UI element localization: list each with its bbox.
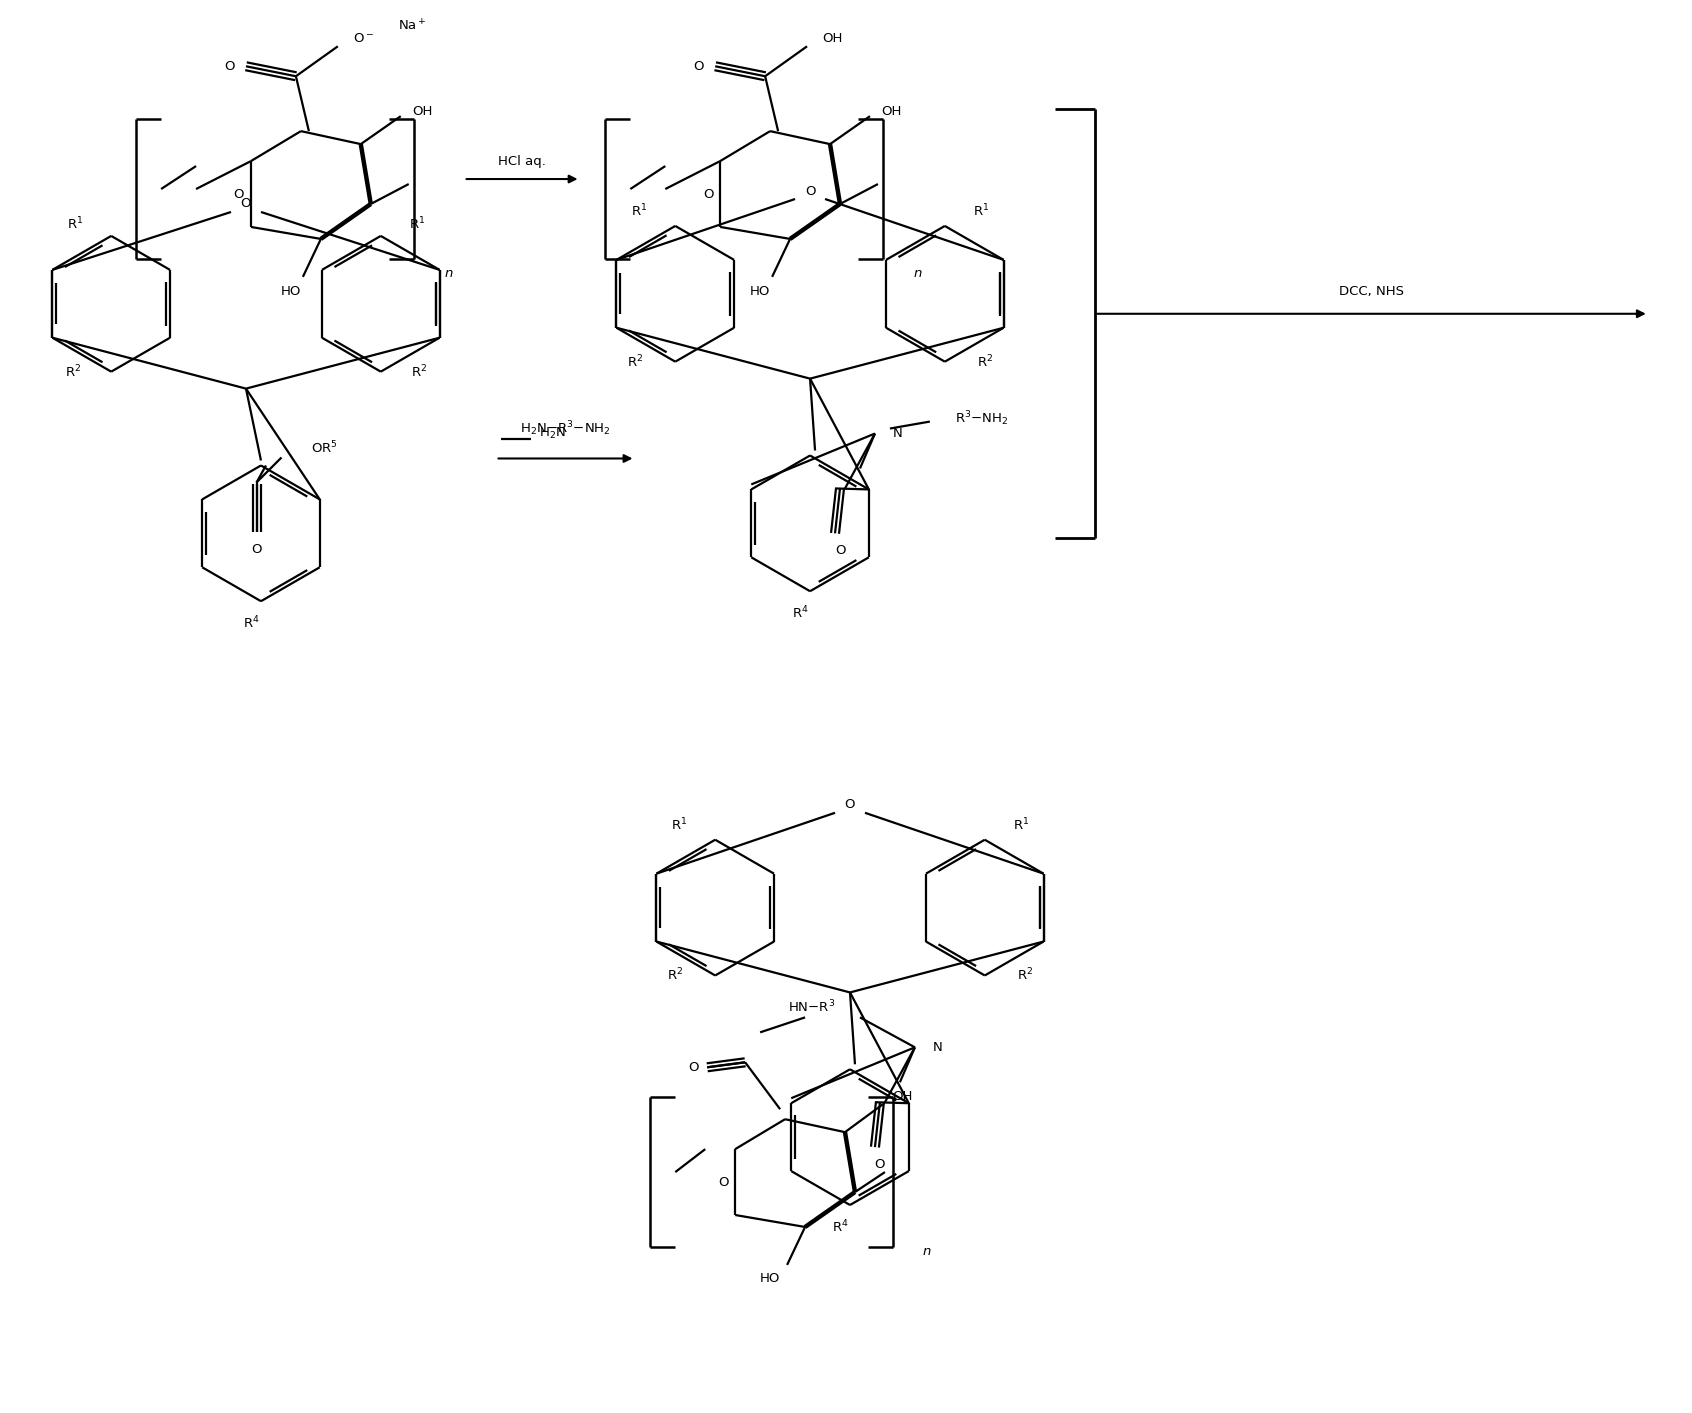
Text: OH: OH <box>882 105 902 117</box>
Text: HO: HO <box>750 285 770 298</box>
Text: O: O <box>844 798 854 811</box>
Text: O: O <box>717 1176 729 1188</box>
Text: O: O <box>240 198 250 211</box>
Text: H$_2$N$-$R$^3$$-$NH$_2$: H$_2$N$-$R$^3$$-$NH$_2$ <box>519 420 611 438</box>
Text: O: O <box>689 1061 699 1074</box>
Text: OR$^5$: OR$^5$ <box>311 439 338 456</box>
Text: R$^1$: R$^1$ <box>973 202 990 219</box>
Text: R$^2$: R$^2$ <box>976 353 993 370</box>
Text: R$^4$: R$^4$ <box>792 605 809 622</box>
Text: n: n <box>914 267 922 280</box>
Text: R$^1$: R$^1$ <box>672 817 687 834</box>
Text: O: O <box>834 544 846 557</box>
Text: R$^1$: R$^1$ <box>68 216 83 232</box>
Text: O: O <box>223 59 233 72</box>
Text: R$^4$: R$^4$ <box>832 1218 848 1235</box>
Text: O: O <box>702 188 714 201</box>
Text: O: O <box>252 543 262 555</box>
Text: OH: OH <box>822 32 843 45</box>
Text: OH: OH <box>893 1089 914 1102</box>
Text: OH: OH <box>413 105 433 117</box>
Text: HO: HO <box>760 1272 780 1286</box>
Text: O: O <box>694 59 704 72</box>
Text: O: O <box>875 1157 885 1170</box>
Text: DCC, NHS: DCC, NHS <box>1338 285 1404 298</box>
Text: R$^3$$-$NH$_2$: R$^3$$-$NH$_2$ <box>954 410 1008 428</box>
Text: n: n <box>922 1245 931 1259</box>
Text: O: O <box>233 188 244 201</box>
Text: R$^4$: R$^4$ <box>242 615 259 632</box>
Text: O: O <box>805 185 816 198</box>
Text: N: N <box>893 427 902 439</box>
Text: HN$-$R$^3$: HN$-$R$^3$ <box>787 999 836 1016</box>
Text: O$^-$: O$^-$ <box>354 32 374 45</box>
Text: n: n <box>445 267 453 280</box>
Text: R$^1$: R$^1$ <box>631 202 648 219</box>
Text: R$^2$: R$^2$ <box>628 353 643 370</box>
Text: R$^2$: R$^2$ <box>64 363 81 380</box>
Text: R$^2$: R$^2$ <box>667 966 684 983</box>
Text: HO: HO <box>281 285 301 298</box>
Text: R$^1$: R$^1$ <box>409 216 425 232</box>
Text: H$_2$N: H$_2$N <box>538 425 565 441</box>
Text: R$^1$: R$^1$ <box>1014 817 1029 834</box>
Text: HCl aq.: HCl aq. <box>497 154 547 168</box>
Text: R$^2$: R$^2$ <box>411 363 426 380</box>
Text: N: N <box>932 1041 942 1054</box>
Text: Na$^+$: Na$^+$ <box>398 18 426 34</box>
Text: R$^2$: R$^2$ <box>1017 966 1032 983</box>
